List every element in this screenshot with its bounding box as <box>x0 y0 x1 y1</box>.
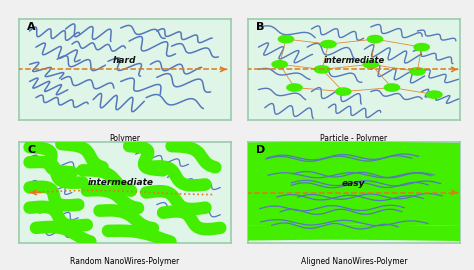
Text: B: B <box>256 22 264 32</box>
Text: Polymer: Polymer <box>109 134 140 143</box>
Circle shape <box>410 68 425 75</box>
Text: intermediate: intermediate <box>323 56 384 65</box>
Circle shape <box>321 40 336 48</box>
Text: C: C <box>27 145 36 155</box>
Circle shape <box>367 35 383 43</box>
Circle shape <box>314 66 329 73</box>
Text: A: A <box>27 22 36 32</box>
Circle shape <box>363 61 378 68</box>
Circle shape <box>336 88 351 95</box>
Circle shape <box>278 35 293 43</box>
Circle shape <box>287 84 302 91</box>
Circle shape <box>384 84 400 91</box>
Circle shape <box>414 43 429 51</box>
Circle shape <box>427 91 442 98</box>
Text: Random NanoWires-Polymer: Random NanoWires-Polymer <box>70 257 180 266</box>
Text: Particle - Polymer: Particle - Polymer <box>320 134 387 143</box>
Text: Aligned NanoWires-Polymer: Aligned NanoWires-Polymer <box>301 257 407 266</box>
Text: intermediate: intermediate <box>88 178 154 187</box>
Text: D: D <box>256 145 265 155</box>
Circle shape <box>272 61 287 68</box>
Text: easy: easy <box>342 179 365 188</box>
Text: hard: hard <box>113 56 137 65</box>
